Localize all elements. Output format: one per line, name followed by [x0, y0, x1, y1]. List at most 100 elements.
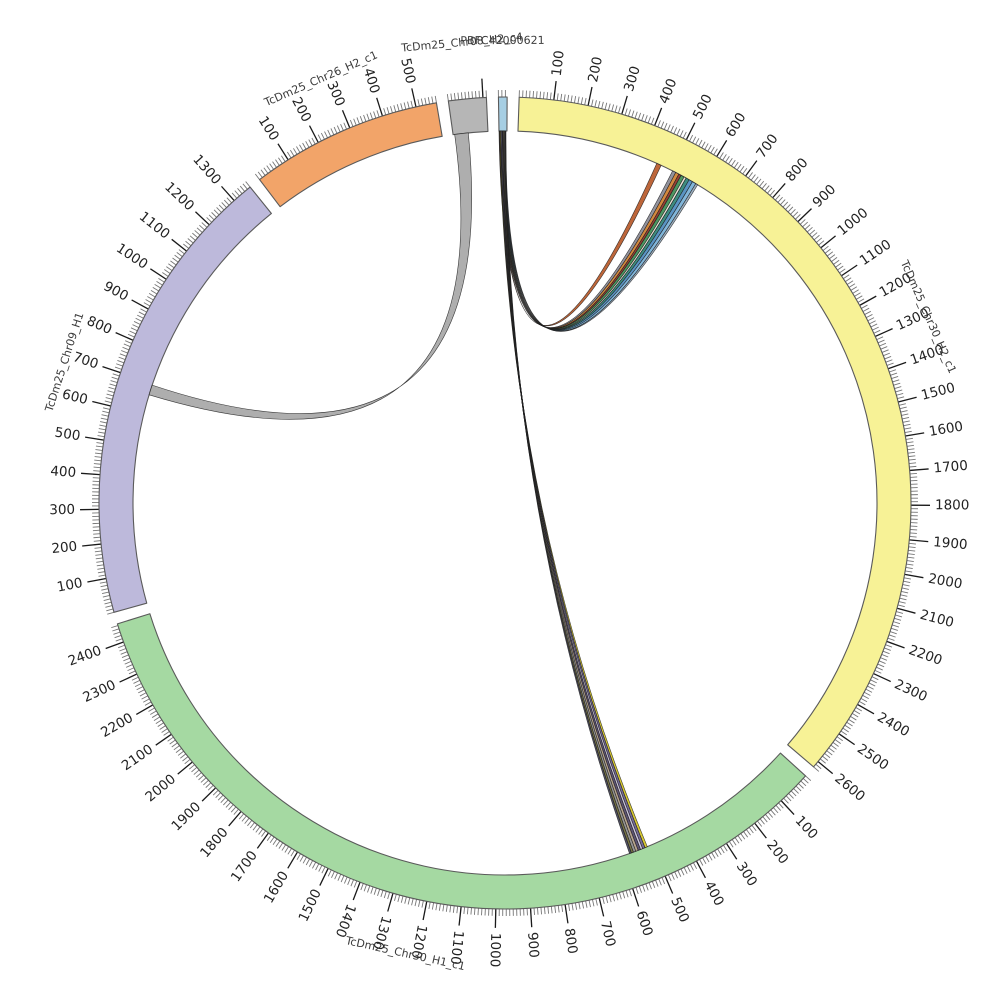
- minor-tick: [93, 536, 101, 539]
- minor-tick: [191, 766, 198, 773]
- tick-label-chr30h2-1100: 1100: [857, 236, 894, 268]
- tick-label-chr09h1-200: 200: [51, 539, 78, 558]
- major-tick: [587, 86, 593, 106]
- minor-tick: [618, 892, 622, 900]
- minor-tick: [886, 362, 894, 366]
- minor-tick: [450, 93, 453, 101]
- minor-tick: [740, 833, 746, 840]
- minor-tick: [903, 423, 911, 427]
- minor-tick: [769, 189, 775, 196]
- minor-tick: [394, 894, 397, 902]
- minor-tick: [359, 116, 364, 123]
- minor-tick: [671, 873, 675, 880]
- minor-tick: [98, 431, 106, 434]
- minor-tick: [622, 891, 626, 899]
- minor-tick: [403, 102, 407, 110]
- minor-tick: [767, 187, 773, 194]
- minor-tick: [376, 110, 380, 118]
- minor-tick: [275, 840, 281, 847]
- tick-label-chr09h1-100: 100: [56, 575, 84, 596]
- minor-tick: [424, 97, 427, 105]
- minor-tick: [657, 120, 661, 128]
- minor-tick: [549, 92, 552, 100]
- minor-tick: [567, 94, 570, 102]
- minor-tick: [870, 323, 878, 328]
- minor-tick: [183, 243, 190, 249]
- minor-tick: [97, 435, 105, 438]
- minor-tick: [438, 903, 441, 911]
- minor-tick: [106, 608, 114, 612]
- minor-tick: [312, 861, 317, 869]
- minor-tick: [689, 134, 694, 142]
- minor-tick: [894, 386, 902, 389]
- minor-tick: [98, 428, 106, 431]
- minor-tick: [843, 274, 850, 280]
- major-tick: [195, 211, 210, 226]
- minor-tick: [855, 707, 863, 712]
- minor-tick: [343, 122, 347, 130]
- minor-tick: [904, 427, 912, 430]
- minor-tick: [868, 682, 876, 687]
- minor-tick: [867, 317, 875, 322]
- minor-tick: [108, 386, 116, 390]
- minor-tick: [785, 795, 792, 802]
- minor-tick: [94, 452, 103, 455]
- tick-label-chr30h1-2000: 2000: [142, 771, 179, 805]
- minor-tick: [255, 826, 261, 833]
- minor-tick: [891, 627, 898, 631]
- minor-tick: [464, 91, 467, 99]
- major-tick: [308, 125, 319, 143]
- minor-tick: [774, 194, 781, 201]
- minor-tick: [96, 442, 104, 444]
- major-tick: [909, 468, 929, 472]
- tick-label-chr30h1-1800: 1800: [197, 825, 231, 862]
- minor-tick: [550, 906, 553, 914]
- minor-tick: [777, 196, 783, 203]
- minor-tick: [460, 92, 463, 100]
- minor-tick: [705, 855, 710, 863]
- minor-tick: [318, 865, 323, 872]
- major-ticks-layer: [80, 78, 930, 928]
- minor-tick: [819, 758, 826, 764]
- minor-tick: [189, 235, 196, 241]
- minor-tick: [901, 590, 909, 594]
- major-tick: [150, 268, 167, 280]
- minor-tick: [175, 748, 182, 753]
- minor-tick: [708, 854, 713, 861]
- major-tick: [716, 140, 728, 157]
- major-tick: [155, 733, 172, 746]
- minor-tick: [173, 745, 180, 751]
- minor-tick: [180, 753, 187, 759]
- minor-tick: [128, 670, 136, 675]
- minor-tick: [237, 188, 243, 194]
- minor-tick: [638, 886, 642, 893]
- minor-tick: [93, 463, 101, 465]
- minor-tick: [305, 141, 310, 148]
- minor-tick: [888, 634, 896, 638]
- tick-label-chr09h1-700: 700: [71, 349, 101, 372]
- minor-tick: [785, 204, 791, 210]
- minor-tick: [109, 383, 117, 387]
- minor-tick: [434, 95, 437, 103]
- minor-tick: [343, 876, 348, 884]
- minor-tick: [615, 893, 619, 901]
- minor-tick: [533, 907, 535, 915]
- minor-tick: [195, 772, 202, 778]
- minor-tick: [748, 172, 753, 179]
- minor-tick: [158, 277, 165, 283]
- minor-tick: [225, 801, 231, 808]
- minor-tick: [356, 117, 360, 125]
- minor-tick: [207, 784, 214, 791]
- minor-tick: [707, 144, 712, 152]
- minor-tick: [907, 556, 915, 559]
- minor-tick: [647, 116, 652, 124]
- minor-tick: [238, 813, 245, 820]
- major-tick: [80, 472, 101, 476]
- minor-tick: [154, 283, 161, 289]
- minor-tick: [891, 376, 899, 380]
- minor-tick: [193, 769, 200, 775]
- major-tick: [564, 904, 569, 924]
- major-tick: [886, 640, 905, 649]
- minor-tick: [114, 634, 122, 639]
